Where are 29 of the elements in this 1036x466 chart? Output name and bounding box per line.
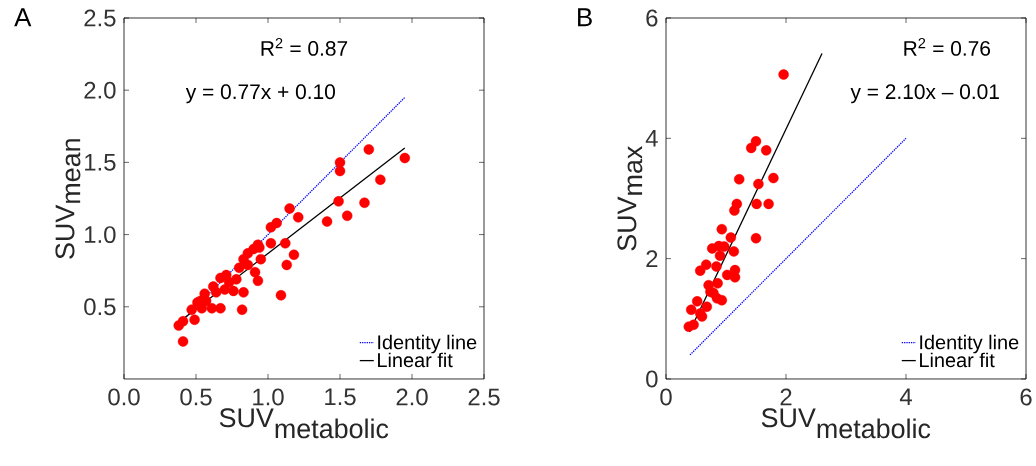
y-tick-label: 2.5 [84,9,116,27]
x-axis-title: $\mbox{SUV}_{\mbox{metabolic}}$ [761,408,931,439]
annotation: R$^{2}$ = 0.76 [904,37,991,56]
chart-title: A [14,8,32,27]
annotation: R$^{2}$ = 0.87 [261,37,348,56]
x-tick-label: 1.0 [253,388,284,406]
x-tick-label: 2 [780,388,792,406]
y-tick-label: 2.0 [84,81,116,99]
y-tick-label: 4 [645,130,658,147]
y-tick-label: 6 [646,9,658,27]
annotation: y = 0.77x + 0.10 [185,84,335,104]
y-axis-title: $\mbox{SUV}_{\mbox{mean}}$ [55,139,81,259]
y-tick-label: 0 [646,370,658,388]
x-tick-label: 0.0 [108,388,140,406]
x-tick-label: 4 [899,388,912,405]
annotation: y = 2.10x – 0.01 [850,84,999,104]
y-tick-label: 1.0 [85,226,116,244]
y-tick-label: 1.5 [85,154,116,171]
x-tick-label: 2.5 [468,388,500,406]
y-tick-label: 0.5 [84,298,116,316]
y-axis-title: $\mbox{SUV}_{\mbox{max}}$ [617,145,643,251]
x-axis-title: $\mbox{SUV}_{\mbox{metabolic}}$ [219,408,389,439]
x-tick-label: 6 [1020,388,1032,406]
chart-title: B [578,8,592,27]
x-tick-label: 1.5 [325,388,356,406]
x-tick-label: 0 [660,388,672,406]
x-tick-label: 0.5 [180,388,212,406]
y-tick-label: 2 [646,250,658,267]
x-tick-label: 2.0 [396,388,428,406]
